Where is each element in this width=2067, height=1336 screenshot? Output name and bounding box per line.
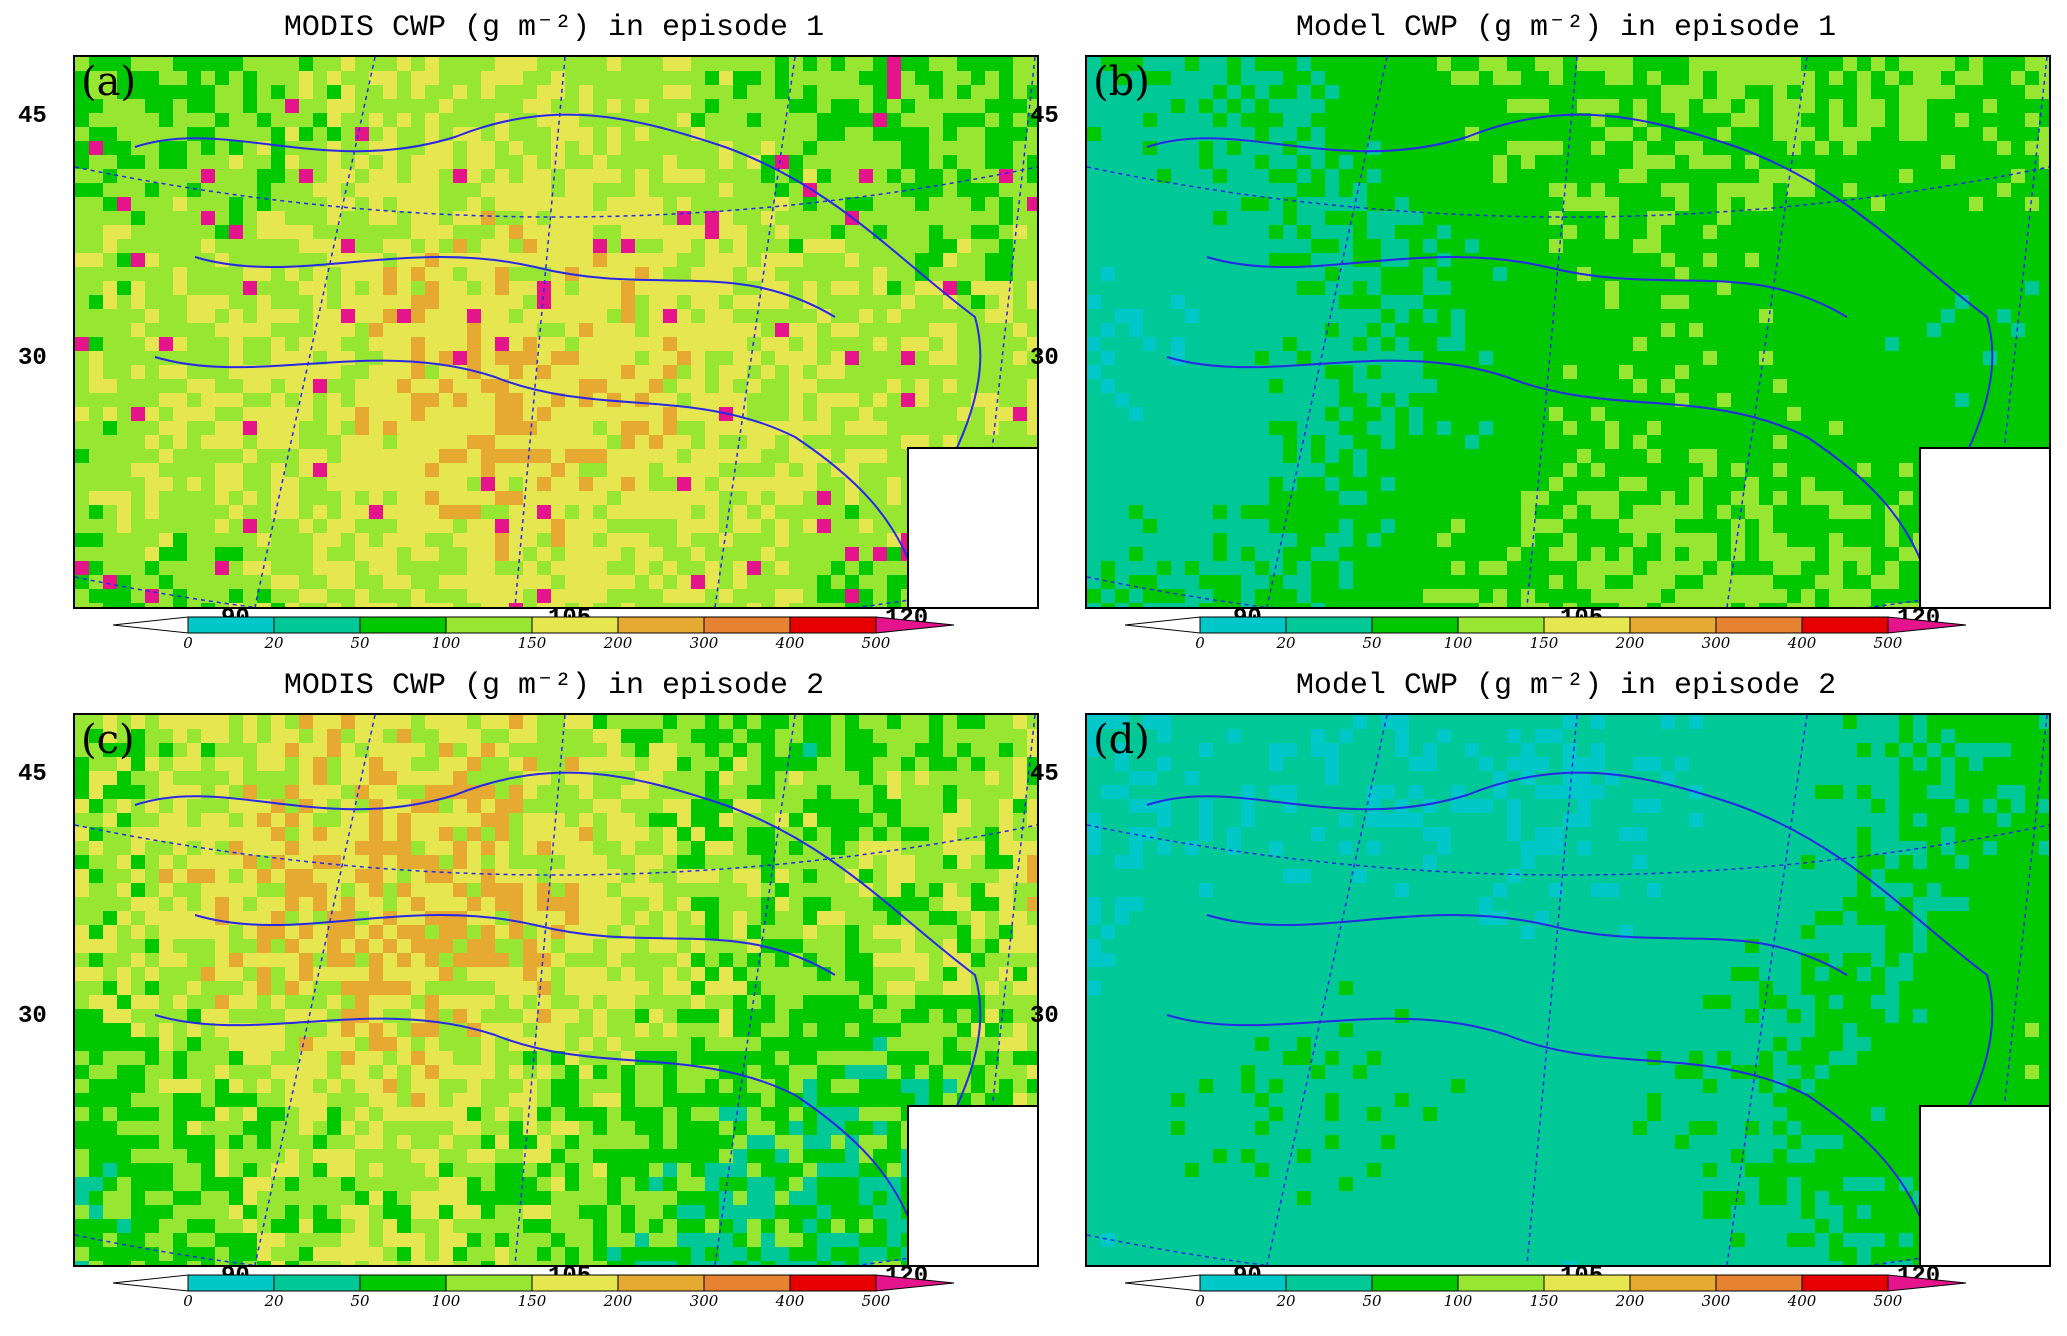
inset-map-a bbox=[907, 447, 1037, 607]
colorbar-tick: 200 bbox=[603, 1292, 633, 1310]
colorbar-tick: 20 bbox=[1276, 634, 1296, 652]
latitude-line bbox=[1087, 576, 2049, 607]
panel-label-b: (b) bbox=[1093, 59, 1150, 105]
panel-label-c: (c) bbox=[81, 717, 135, 763]
latitude-line bbox=[75, 1234, 1037, 1265]
colorbar-tick: 100 bbox=[431, 634, 461, 652]
latitude-line bbox=[75, 824, 1037, 876]
colorbar-tick: 400 bbox=[775, 1292, 805, 1310]
panel-label-d: (d) bbox=[1093, 717, 1150, 763]
map-panel-c: (c) bbox=[73, 713, 1039, 1267]
coastline-boundary bbox=[134, 771, 982, 1236]
colorbar-tick: 200 bbox=[603, 634, 633, 652]
colorbar-tick: 100 bbox=[1443, 1292, 1473, 1310]
longitude-line bbox=[1266, 715, 1388, 1265]
cwp-field-d bbox=[1087, 715, 2049, 1265]
colorbar-tick: 100 bbox=[431, 1292, 461, 1310]
colorbar-tick: 400 bbox=[775, 634, 805, 652]
latitude-line bbox=[1087, 1234, 2049, 1265]
longitude-line bbox=[254, 57, 376, 607]
colorbar-tick: 0 bbox=[183, 1292, 193, 1310]
coastline-boundary bbox=[134, 113, 982, 578]
cwp-field-c bbox=[75, 715, 1037, 1265]
lat-label: 30 bbox=[18, 345, 47, 372]
colorbar-bar bbox=[112, 616, 955, 634]
colorbar-bar bbox=[1124, 1274, 1967, 1292]
panel-title-c: MODIS CWP (g m⁻²) in episode 2 bbox=[283, 669, 825, 703]
colorbar-tick: 500 bbox=[861, 634, 891, 652]
colorbar-d: 0 20 50 100 150 200 300 400 500 bbox=[1124, 1274, 2005, 1314]
latitude-line bbox=[75, 166, 1037, 218]
colorbar-bar bbox=[1124, 616, 1967, 634]
lat-label: 45 bbox=[18, 103, 47, 130]
colorbar-tick: 150 bbox=[1529, 634, 1559, 652]
coastline-boundary bbox=[1146, 771, 1994, 1236]
latitude-line bbox=[75, 576, 1037, 607]
inset-map-b bbox=[1919, 447, 2049, 607]
colorbar-a: 0 20 50 100 150 200 300 400 500 bbox=[112, 616, 993, 656]
colorbar-tick: 400 bbox=[1787, 634, 1817, 652]
longitude-line bbox=[1266, 57, 1388, 607]
lat-label: 30 bbox=[1030, 345, 1059, 372]
latitude-line bbox=[1087, 166, 2049, 218]
colorbar-tick: 500 bbox=[1873, 1292, 1903, 1310]
lat-label: 30 bbox=[18, 1003, 47, 1030]
map-panel-d: (d) bbox=[1085, 713, 2051, 1267]
colorbar-tick: 500 bbox=[1873, 634, 1903, 652]
colorbar-tick: 100 bbox=[1443, 634, 1473, 652]
colorbar-tick: 20 bbox=[264, 634, 284, 652]
lat-label: 45 bbox=[1030, 103, 1059, 130]
inset-map-d bbox=[1919, 1105, 2049, 1265]
latitude-line bbox=[1087, 824, 2049, 876]
lat-label: 30 bbox=[1030, 1003, 1059, 1030]
cwp-field-a bbox=[75, 57, 1037, 607]
colorbar-tick: 0 bbox=[1195, 1292, 1205, 1310]
map-panel-b: (b) bbox=[1085, 55, 2051, 609]
colorbar-tick: 0 bbox=[183, 634, 193, 652]
longitude-line bbox=[254, 715, 376, 1265]
map-panel-a: (a) bbox=[73, 55, 1039, 609]
panel-label-a: (a) bbox=[81, 59, 137, 105]
colorbar-c: 0 20 50 100 150 200 300 400 500 bbox=[112, 1274, 993, 1314]
colorbar-tick: 50 bbox=[1362, 1292, 1382, 1310]
colorbar-tick: 150 bbox=[517, 634, 547, 652]
colorbar-tick: 300 bbox=[1701, 1292, 1731, 1310]
colorbar-tick: 50 bbox=[1362, 634, 1382, 652]
colorbar-tick: 500 bbox=[861, 1292, 891, 1310]
colorbar-tick: 200 bbox=[1615, 1292, 1645, 1310]
inset-map-c bbox=[907, 1105, 1037, 1265]
colorbar-tick: 300 bbox=[689, 1292, 719, 1310]
colorbar-tick: 200 bbox=[1615, 634, 1645, 652]
lat-label: 45 bbox=[18, 761, 47, 788]
coastline-boundary bbox=[1146, 113, 1994, 578]
colorbar-tick: 300 bbox=[1701, 634, 1731, 652]
colorbar-tick: 0 bbox=[1195, 634, 1205, 652]
colorbar-tick: 20 bbox=[1276, 1292, 1296, 1310]
colorbar-tick: 300 bbox=[689, 634, 719, 652]
cwp-field-b bbox=[1087, 57, 2049, 607]
colorbar-tick: 50 bbox=[350, 634, 370, 652]
colorbar-tick: 150 bbox=[1529, 1292, 1559, 1310]
panel-title-a: MODIS CWP (g m⁻²) in episode 1 bbox=[283, 11, 825, 45]
panel-title-d: Model CWP (g m⁻²) in episode 2 bbox=[1295, 669, 1837, 703]
colorbar-tick: 20 bbox=[264, 1292, 284, 1310]
colorbar-bar bbox=[112, 1274, 955, 1292]
colorbar-tick: 50 bbox=[350, 1292, 370, 1310]
lat-label: 45 bbox=[1030, 761, 1059, 788]
colorbar-b: 0 20 50 100 150 200 300 400 500 bbox=[1124, 616, 2005, 656]
panel-title-b: Model CWP (g m⁻²) in episode 1 bbox=[1295, 11, 1837, 45]
colorbar-tick: 400 bbox=[1787, 1292, 1817, 1310]
colorbar-tick: 150 bbox=[517, 1292, 547, 1310]
